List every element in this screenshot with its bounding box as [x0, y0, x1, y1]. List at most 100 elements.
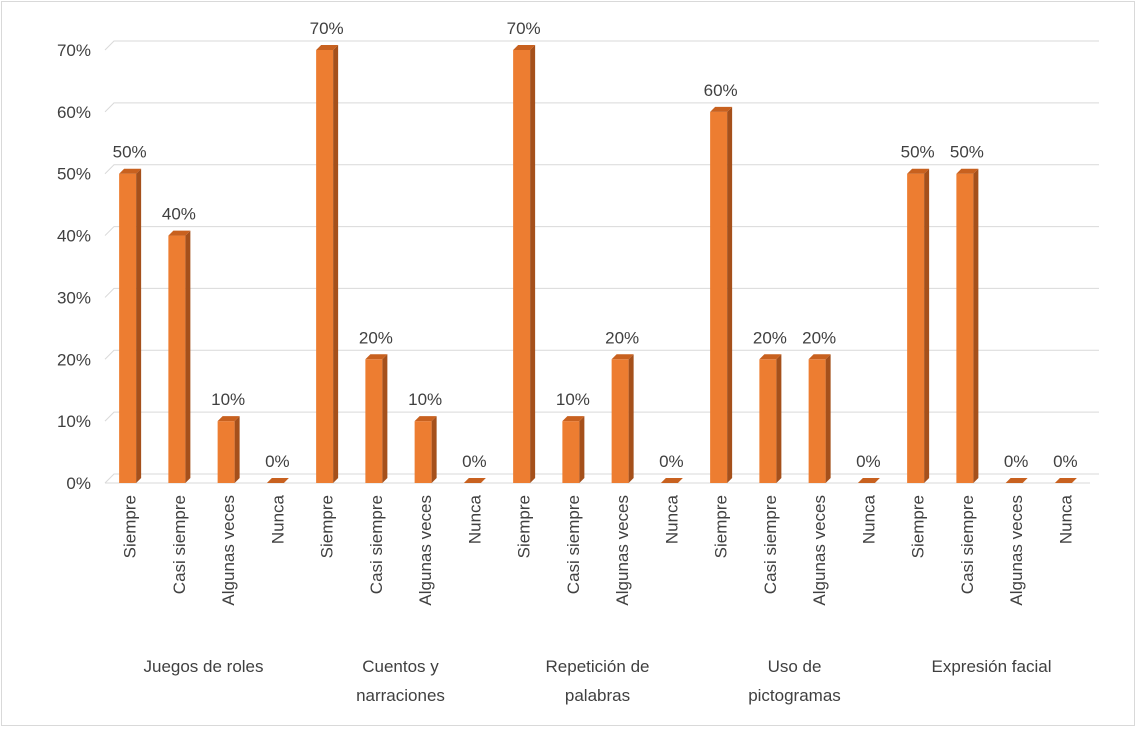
- bar: [1054, 478, 1077, 483]
- bar-front: [710, 111, 728, 483]
- bar-top: [759, 354, 782, 360]
- data-label: 50%: [950, 143, 984, 162]
- category-label: Algunas veces: [416, 495, 435, 606]
- bar: [217, 416, 240, 483]
- category-label: Nunca: [268, 494, 287, 544]
- bar: [513, 45, 536, 483]
- bar-side: [530, 45, 536, 483]
- bar-side: [973, 168, 979, 483]
- category-label: Siempre: [121, 495, 140, 558]
- gridline: [104, 287, 1099, 298]
- gridline: [104, 473, 1099, 484]
- bar: [266, 478, 289, 483]
- bar-front: [119, 173, 137, 483]
- data-label: 40%: [162, 205, 196, 224]
- data-label: 20%: [802, 328, 836, 347]
- bar: [365, 354, 388, 483]
- data-label: 20%: [359, 328, 393, 347]
- bar-front: [562, 421, 580, 483]
- category-label: Nunca: [859, 494, 878, 544]
- bar-side: [825, 354, 831, 483]
- data-label: 0%: [856, 452, 881, 471]
- bar-top: [956, 168, 979, 174]
- bar-top: [611, 354, 634, 360]
- y-tick-label: 40%: [57, 227, 91, 246]
- category-label: Algunas veces: [613, 495, 632, 606]
- bar: [119, 168, 142, 483]
- data-label: 0%: [462, 452, 487, 471]
- bar-top: [217, 416, 240, 422]
- bar-side: [924, 168, 930, 483]
- bar-top: [414, 416, 437, 422]
- category-label: Casi siempre: [564, 495, 583, 594]
- bar: [857, 478, 880, 483]
- bar-top: [1054, 478, 1077, 483]
- bar-side: [776, 354, 782, 483]
- category-label: Casi siempre: [958, 495, 977, 594]
- data-label: 70%: [507, 19, 541, 38]
- category-label: Nunca: [662, 494, 681, 544]
- data-label: 10%: [408, 390, 442, 409]
- bar: [759, 354, 782, 483]
- category-label: Casi siempre: [367, 495, 386, 594]
- bar-top: [513, 45, 536, 50]
- bar: [463, 478, 486, 483]
- gridlines: [104, 40, 1099, 484]
- bar-side: [136, 168, 142, 483]
- gridline: [104, 164, 1099, 175]
- bar-side: [234, 416, 240, 483]
- bar: [316, 45, 339, 483]
- category-label: Siempre: [515, 495, 534, 558]
- data-label: 0%: [1053, 452, 1078, 471]
- bar: [414, 416, 437, 483]
- data-label: 0%: [265, 452, 290, 471]
- gridline: [104, 40, 1099, 51]
- y-tick-label: 0%: [66, 474, 91, 493]
- bar: [956, 168, 979, 483]
- data-label: 10%: [211, 390, 245, 409]
- bar-top: [1005, 478, 1028, 483]
- bar: [660, 478, 683, 483]
- group-label: pictogramas: [748, 686, 841, 705]
- bar-top: [463, 478, 486, 483]
- gridline: [104, 102, 1099, 113]
- y-tick-label: 20%: [57, 350, 91, 369]
- data-label: 60%: [704, 81, 738, 100]
- bar-front: [907, 173, 925, 483]
- bar-front: [759, 359, 777, 483]
- bar-top: [365, 354, 388, 360]
- bar-top: [562, 416, 585, 422]
- bar: [1005, 478, 1028, 483]
- bar-side: [727, 106, 733, 483]
- category-label: Nunca: [1056, 494, 1075, 544]
- gridline: [104, 411, 1099, 422]
- bar-top: [710, 106, 733, 112]
- bar: [562, 416, 585, 483]
- group-label: Cuentos y: [362, 657, 439, 676]
- data-label: 0%: [659, 452, 684, 471]
- data-label: 50%: [901, 143, 935, 162]
- bar-front: [414, 421, 432, 483]
- bar-top: [168, 230, 191, 236]
- group-label: palabras: [565, 686, 630, 705]
- y-tick-label: 10%: [57, 412, 91, 431]
- bar-side: [628, 354, 634, 483]
- data-label: 20%: [753, 328, 787, 347]
- bar-top: [907, 168, 930, 174]
- group-label: narraciones: [356, 686, 445, 705]
- bar-front: [808, 359, 826, 483]
- category-label: Siempre: [712, 495, 731, 558]
- bar-top: [266, 478, 289, 483]
- gridline: [104, 349, 1099, 360]
- bar-top: [119, 168, 142, 174]
- data-label: 20%: [605, 328, 639, 347]
- bar-front: [316, 50, 334, 483]
- bar-front: [956, 173, 974, 483]
- bar-front: [365, 359, 383, 483]
- y-tick-label: 30%: [57, 288, 91, 307]
- bar-side: [333, 45, 339, 483]
- group-label: Uso de: [768, 657, 822, 676]
- bar-top: [316, 45, 339, 50]
- bar-front: [611, 359, 629, 483]
